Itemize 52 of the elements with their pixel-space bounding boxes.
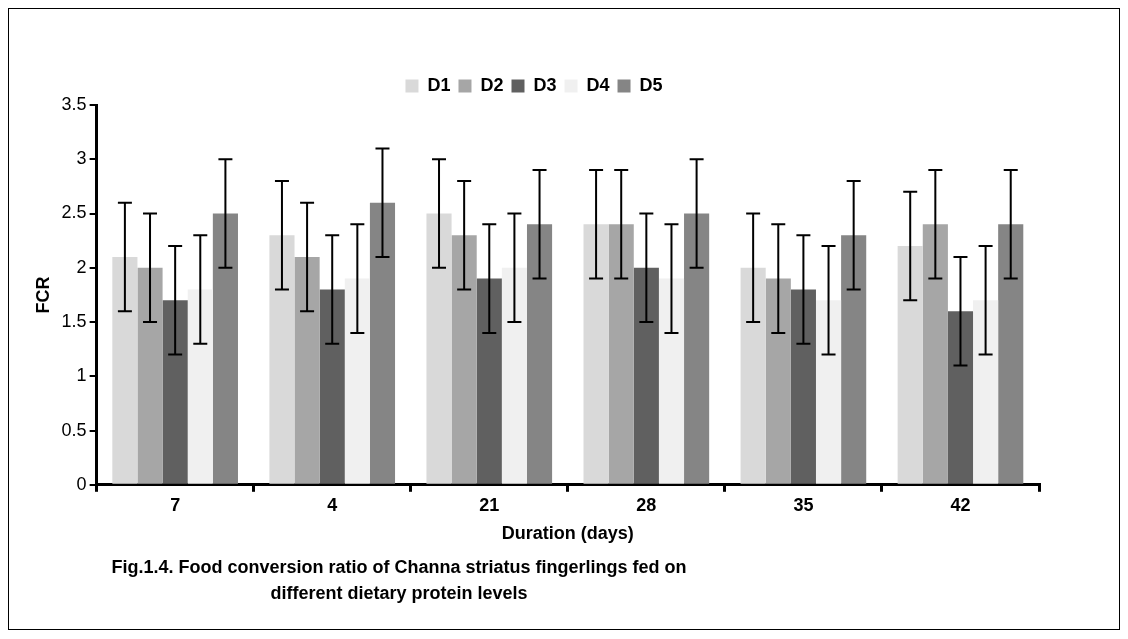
- bar: [451, 235, 477, 484]
- x-tick-label: 4: [327, 494, 338, 515]
- bar: [815, 300, 842, 484]
- x-tick-label: 28: [636, 494, 657, 515]
- caption: Fig.1.4. Food conversion ratio of Channa striatus fingerlings fed on different dietary protein levels: [110, 556, 688, 605]
- bar: [344, 278, 370, 484]
- bar: [476, 278, 502, 484]
- x-tick-label: 7: [170, 494, 181, 515]
- legend-label: D1: [427, 74, 451, 95]
- x-tick-label: 35: [793, 494, 814, 515]
- y-tick-label: 2.5: [61, 202, 87, 223]
- bar: [947, 311, 974, 484]
- y-tick-label: 2: [76, 256, 87, 277]
- bar: [212, 213, 238, 484]
- legend-label: D4: [586, 74, 610, 95]
- bar: [526, 224, 553, 484]
- y-tick-label: 0.5: [61, 419, 87, 440]
- bar: [269, 235, 295, 484]
- bar: [765, 278, 791, 484]
- bar: [897, 246, 923, 484]
- bar: [608, 224, 634, 484]
- bar: [633, 267, 659, 484]
- x-tick-label: 21: [479, 494, 500, 515]
- y-tick-label: 3: [76, 148, 87, 169]
- legend-label: D5: [639, 74, 663, 95]
- bar: [922, 224, 948, 484]
- bar: [137, 267, 163, 484]
- bar: [998, 224, 1024, 484]
- bar: [369, 202, 396, 484]
- bar: [790, 289, 816, 484]
- bar: [319, 289, 345, 484]
- bar: [187, 289, 213, 484]
- y-tick-label: 1: [76, 365, 87, 386]
- y-tick-label: 3.5: [61, 93, 87, 114]
- bar: [841, 235, 867, 484]
- bar: [162, 300, 188, 484]
- bar: [684, 213, 710, 484]
- bar: [426, 213, 452, 484]
- bar: [973, 300, 999, 484]
- y-tick-label: 1.5: [61, 311, 87, 331]
- x-axis-title: Duration (days): [501, 523, 634, 544]
- bar: [583, 224, 609, 484]
- y-axis-title: FCR: [32, 276, 53, 314]
- bar: [740, 267, 766, 484]
- legend-label: D2: [480, 74, 504, 95]
- bar: [112, 256, 138, 484]
- bar: [294, 256, 320, 484]
- bar: [658, 278, 685, 484]
- legend-label: D3: [533, 74, 557, 95]
- x-tick-label: 42: [950, 494, 971, 515]
- bar: [501, 267, 527, 484]
- y-tick-label: 0: [76, 473, 87, 494]
